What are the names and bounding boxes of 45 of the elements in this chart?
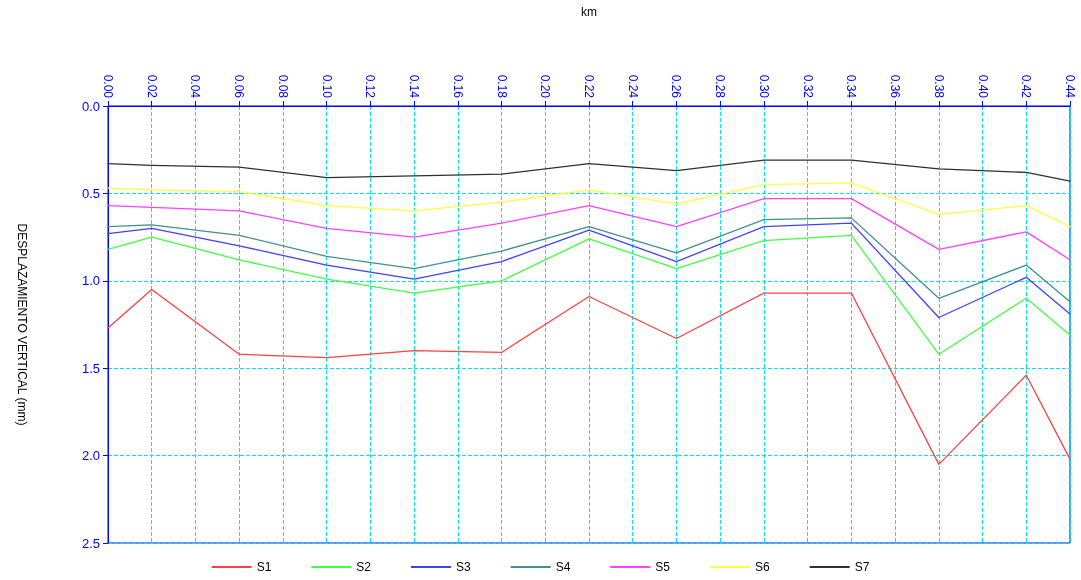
line-series bbox=[107, 234, 1071, 355]
x-tick-label: 0.22 bbox=[582, 74, 596, 99]
x-tick-label: 0.32 bbox=[800, 74, 815, 99]
x-tick-label: 0.18 bbox=[494, 74, 509, 99]
x-tick-label: 0.26 bbox=[669, 74, 684, 99]
y-axis-title: DESPLAZAMIENTO VERTICAL (mm) bbox=[15, 223, 29, 426]
legend-label: S5 bbox=[655, 560, 671, 574]
x-tick-label: 0.10 bbox=[319, 74, 334, 99]
y-tick-label: 2.5 bbox=[81, 535, 100, 551]
line-series bbox=[107, 182, 1071, 228]
x-tick-label: 0.38 bbox=[931, 74, 946, 99]
legend-label: S4 bbox=[555, 560, 571, 574]
legend-label: S1 bbox=[256, 560, 272, 574]
line-series bbox=[107, 197, 1071, 261]
x-tick-label: 0.36 bbox=[888, 74, 903, 99]
x-tick-label: 0.44 bbox=[1063, 74, 1077, 99]
x-tick-label: 0.28 bbox=[713, 74, 728, 99]
x-tick-label: 0.12 bbox=[363, 74, 378, 99]
x-tick-label: 0.20 bbox=[538, 74, 553, 99]
x-axis-title: km bbox=[581, 5, 597, 19]
line-series bbox=[107, 159, 1071, 182]
x-tick-label: 0.00 bbox=[101, 74, 115, 99]
x-tick-label: 0.16 bbox=[450, 74, 465, 99]
legend-label: S3 bbox=[455, 560, 471, 574]
x-tick-label: 0.08 bbox=[275, 74, 290, 99]
line-series bbox=[107, 222, 1071, 319]
x-tick-label: 0.24 bbox=[625, 74, 640, 99]
x-tick-label: 0.30 bbox=[756, 74, 771, 99]
x-tick-label: 0.40 bbox=[975, 74, 990, 99]
line-series bbox=[107, 217, 1071, 303]
x-tick-label: 0.14 bbox=[407, 74, 422, 99]
x-tick-label: 0.02 bbox=[144, 74, 159, 99]
legend-label: S7 bbox=[854, 560, 870, 574]
x-tick-label: 0.42 bbox=[1019, 74, 1034, 99]
x-tick-label: 0.34 bbox=[844, 74, 859, 99]
legend-label: S6 bbox=[755, 560, 771, 574]
x-tick-label: 0.04 bbox=[188, 74, 203, 99]
y-tick-label: 0.0 bbox=[81, 98, 100, 114]
y-tick-label: 1.5 bbox=[81, 360, 100, 376]
y-tick-label: 0.5 bbox=[81, 185, 100, 201]
y-tick-label: 2.0 bbox=[81, 448, 100, 464]
line-series bbox=[107, 288, 1071, 465]
legend-label: S2 bbox=[356, 560, 372, 574]
x-tick-label: 0.06 bbox=[232, 74, 247, 99]
y-tick-label: 1.0 bbox=[81, 273, 100, 289]
